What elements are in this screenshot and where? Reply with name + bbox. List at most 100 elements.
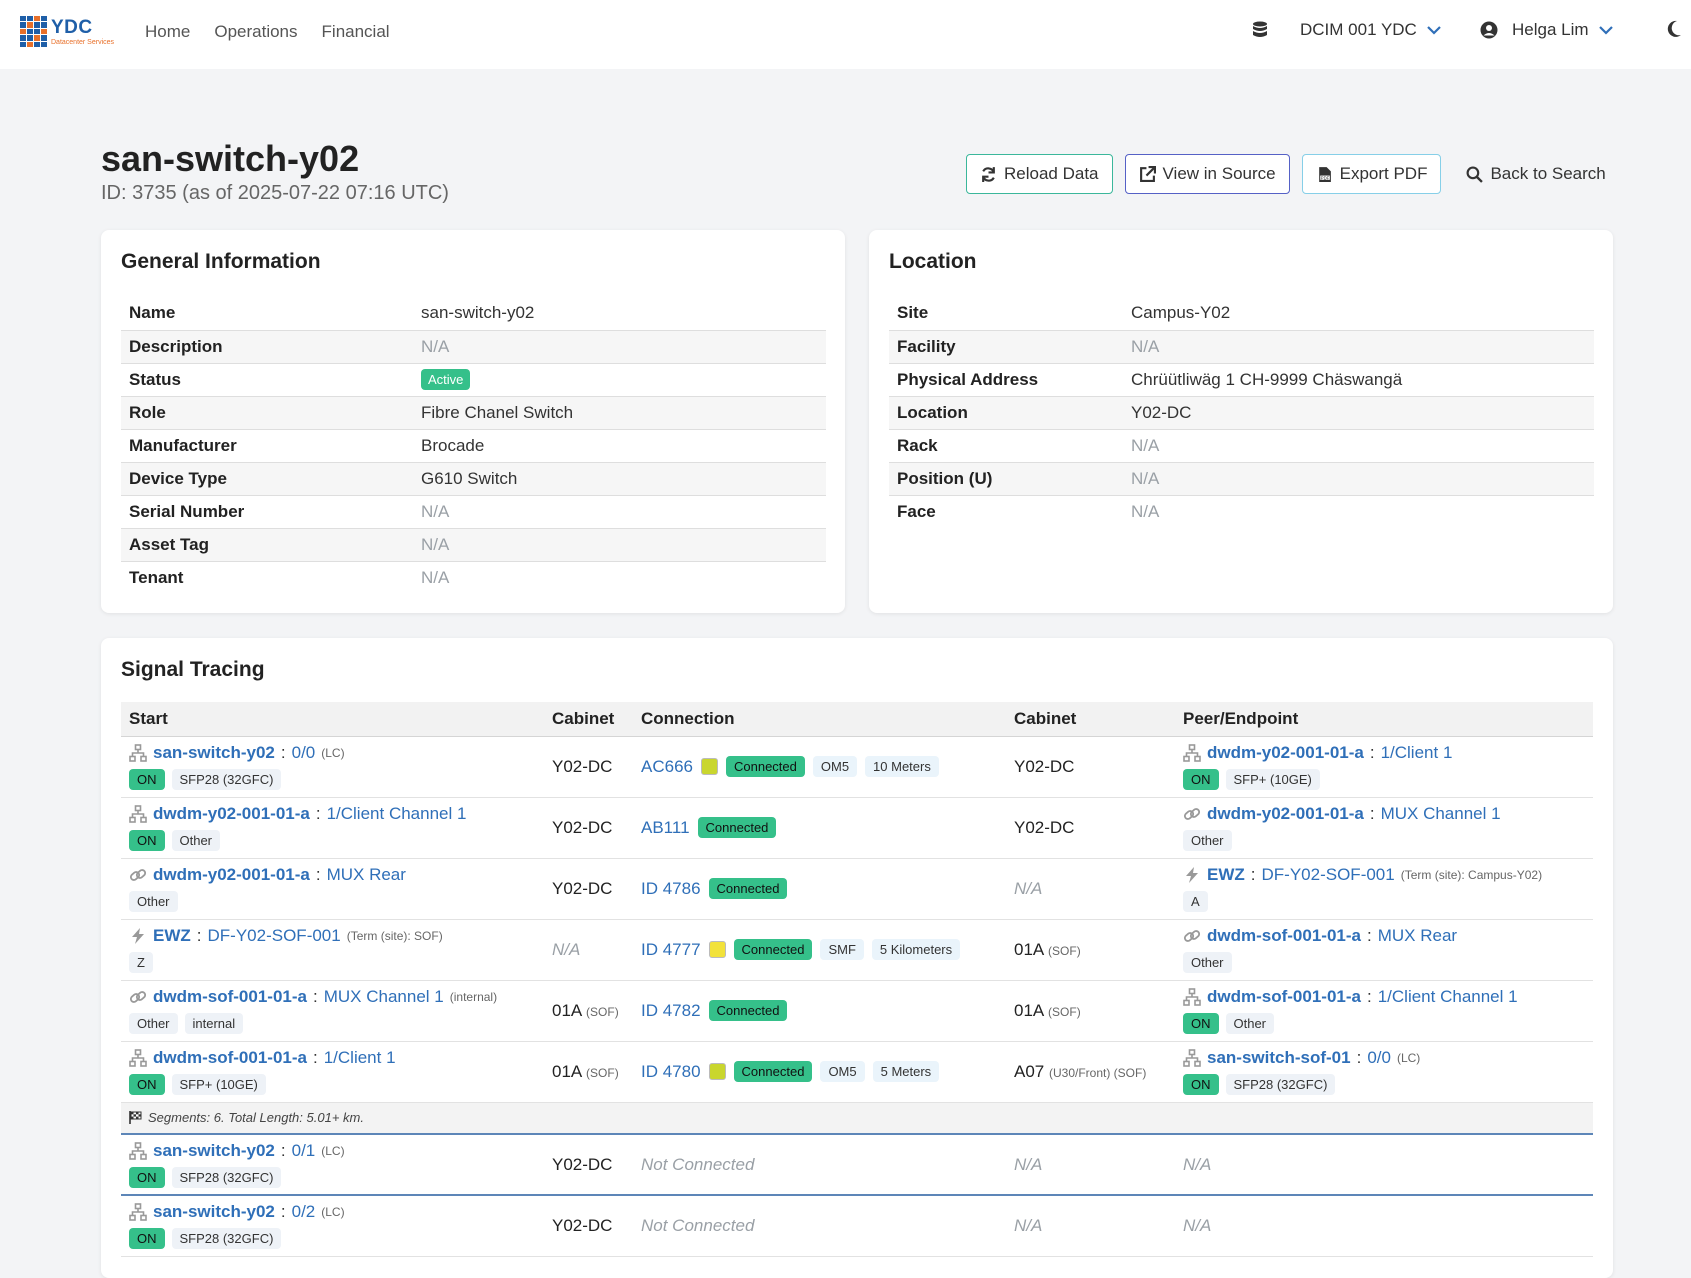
export-pdf-label: Export PDF	[1339, 164, 1428, 183]
connection-cell: Not Connected	[633, 1134, 1006, 1196]
back-to-search-button[interactable]: Back to Search	[1453, 154, 1618, 194]
port-link[interactable]: 0/2	[291, 1202, 316, 1222]
connection-cell: ID 4780 Connected OM5 5 Meters	[633, 1041, 1006, 1103]
cable-color-swatch	[708, 1063, 726, 1080]
separator: :	[315, 804, 321, 823]
separator: :	[1250, 865, 1256, 884]
connection-cell: ID 4786 Connected	[633, 858, 1006, 920]
port-link[interactable]: 1/Client 1	[1380, 743, 1453, 762]
link-icon	[1183, 927, 1201, 945]
port-link[interactable]: DF-Y02-SOF-001	[207, 926, 341, 945]
port-link[interactable]: 0/1	[291, 1141, 316, 1160]
cable-link[interactable]: ID 4782	[641, 1000, 701, 1020]
info-label: Serial Number	[121, 495, 413, 529]
device-link[interactable]: dwdm-y02-001-01-a	[153, 804, 310, 823]
cabinet-cell: N/A	[544, 919, 633, 981]
port-link[interactable]: MUX Channel 1	[1380, 804, 1501, 823]
col-header-peer-endpoint: Peer/Endpoint	[1175, 702, 1593, 737]
port-link[interactable]: MUX Rear	[326, 865, 406, 884]
cable-link[interactable]: ID 4777	[641, 939, 701, 959]
view-in-source-button[interactable]: View in Source	[1124, 154, 1290, 194]
separator: :	[1369, 804, 1375, 823]
chevron-down-icon	[1598, 25, 1613, 36]
status-on-badge: ON	[129, 1167, 165, 1188]
cabinet-cell: N/A	[1006, 1195, 1175, 1257]
cable-link[interactable]: ID 4780	[641, 1061, 701, 1081]
port-link[interactable]: 0/0	[291, 743, 316, 762]
info-value: N/A	[1123, 429, 1594, 463]
cabinet-value: Y02-DC	[552, 756, 613, 776]
cabinet-cell: N/A	[1006, 858, 1175, 920]
brand-logo[interactable]: YDC Datacenter Services	[20, 16, 114, 47]
logo-mark-icon	[20, 16, 47, 47]
cable-link[interactable]: ID 4786	[641, 878, 701, 898]
network-icon	[129, 1142, 147, 1160]
connection-cell: AC666 Connected OM5 10 Meters	[633, 736, 1006, 798]
trace-summary-cell: Segments: 6. Total Length: 5.01+ km.	[121, 1102, 1593, 1135]
reload-data-button[interactable]: Reload Data	[966, 154, 1113, 194]
trace-row: dwdm-y02-001-01-a: MUX Rear Other Y02-DC ID …	[121, 858, 1593, 920]
port-link[interactable]: 1/Client Channel 1	[1377, 987, 1518, 1006]
endpoint-cell: san-switch-y02:0/2 (LC) ON SFP28 (32GFC)	[121, 1195, 544, 1257]
connected-badge: Connected	[708, 1000, 788, 1021]
endpoint-cell: dwdm-y02-001-01-a:1/Client 1 ON SFP+ (10GE…	[1175, 736, 1593, 798]
device-link[interactable]: dwdm-sof-001-01-a	[153, 1048, 307, 1067]
info-value: Chrüütliwäg 1 CH-9999 Chäswangä	[1123, 363, 1594, 397]
info-label: Device Type	[121, 462, 413, 496]
port-link[interactable]: DF-Y02-SOF-001	[1261, 865, 1395, 884]
device-link[interactable]: san-switch-sof-01	[1207, 1048, 1351, 1067]
export-pdf-button[interactable]: PDF Export PDF	[1301, 154, 1442, 194]
port-link[interactable]: MUX Channel 1	[323, 987, 444, 1006]
cabinet-cell: Y02-DC	[544, 1134, 633, 1196]
nav-link-financial[interactable]: Financial	[321, 22, 390, 41]
port-link[interactable]: 1/Client 1	[323, 1048, 396, 1067]
cable-link[interactable]: AC666	[641, 756, 693, 776]
port-link[interactable]: 0/0	[1367, 1048, 1391, 1067]
not-connected-text: Not Connected	[641, 1215, 755, 1235]
separator: :	[196, 926, 202, 945]
device-link[interactable]: dwdm-sof-001-01-a	[153, 987, 307, 1006]
device-link[interactable]: dwdm-y02-001-01-a	[1207, 743, 1364, 762]
port-link[interactable]: MUX Rear	[1377, 926, 1458, 945]
network-icon	[1183, 744, 1201, 762]
info-label: Facility	[889, 330, 1123, 364]
device-link[interactable]: dwdm-y02-001-01-a	[1207, 804, 1364, 823]
endpoint-cell: N/A	[1175, 1134, 1593, 1196]
port-link[interactable]: 1/Client Channel 1	[326, 804, 467, 823]
endpoint-cell: dwdm-sof-001-01-a: MUX Rear Other	[1175, 919, 1593, 981]
cabinet-value: Y02-DC	[552, 1215, 613, 1235]
cable-link[interactable]: AB111	[641, 817, 690, 837]
device-link[interactable]: dwdm-sof-001-01-a	[1207, 926, 1361, 945]
info-value: N/A	[413, 495, 826, 529]
info-label: Site	[889, 297, 1123, 331]
device-link[interactable]: EWZ	[153, 926, 191, 945]
file-pdf-icon: PDF	[1318, 166, 1331, 182]
bolt-icon	[1183, 866, 1201, 884]
datacenter-selector[interactable]: DCIM 001 YDC	[1252, 20, 1441, 40]
separator: :	[1366, 926, 1372, 945]
device-link[interactable]: san-switch-y02	[153, 1141, 275, 1160]
cabinet-value: N/A	[1014, 1215, 1043, 1235]
info-value: Brocade	[413, 429, 826, 463]
connection-cell: ID 4782 Connected	[633, 980, 1006, 1042]
connected-badge: Connected	[697, 817, 777, 838]
moon-icon	[1667, 20, 1681, 37]
status-on-badge: ON	[1183, 1074, 1219, 1095]
status-on-badge: ON	[1183, 1013, 1219, 1034]
device-link[interactable]: dwdm-y02-001-01-a	[153, 865, 310, 884]
user-menu[interactable]: Helga Lim	[1480, 20, 1613, 40]
device-link[interactable]: EWZ	[1207, 865, 1245, 884]
theme-toggle[interactable]	[1666, 20, 1682, 38]
device-link[interactable]: san-switch-y02	[153, 1202, 275, 1222]
device-link[interactable]: san-switch-y02	[153, 743, 275, 762]
page-subtitle: ID: 3735 (as of 2025-07-22 07:16 UTC)	[101, 182, 449, 204]
nav-link-home[interactable]: Home	[145, 22, 191, 41]
connected-badge: Connected	[708, 878, 788, 899]
view-in-source-label: View in Source	[1162, 164, 1276, 183]
nav-link-operations[interactable]: Operations	[214, 22, 298, 41]
device-link[interactable]: dwdm-sof-001-01-a	[1207, 987, 1361, 1006]
info-label: Location	[889, 396, 1123, 430]
cabinet-value: N/A	[552, 939, 581, 959]
cabinet-cell: 01A (SOF)	[1006, 980, 1175, 1042]
connection-cell: Not Connected	[633, 1195, 1006, 1257]
